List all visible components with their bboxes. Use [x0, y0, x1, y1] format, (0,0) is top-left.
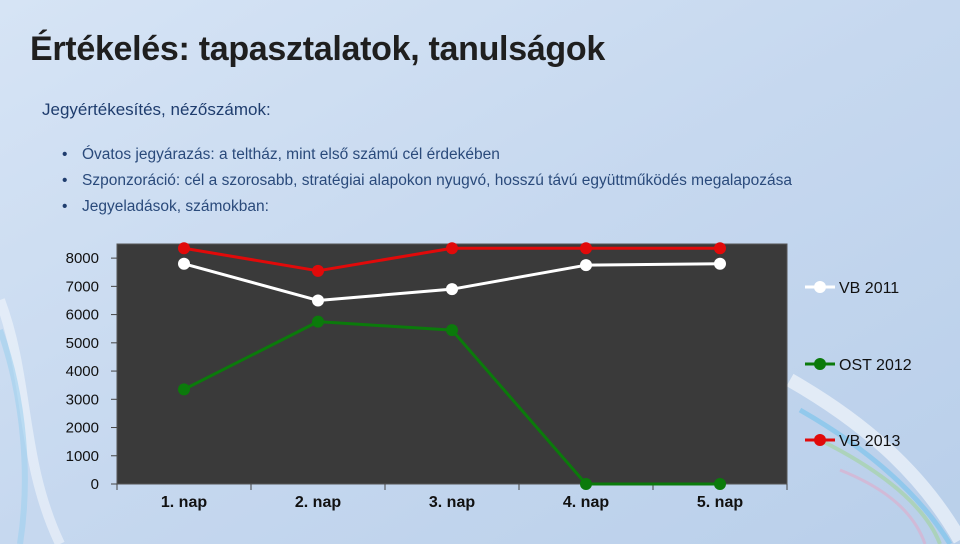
data-point: [714, 478, 726, 490]
bullet-pricing: Óvatos jegyárazás: a teltház, mint első …: [62, 142, 792, 168]
data-point: [714, 242, 726, 255]
x-tick-label: 2. nap: [295, 494, 341, 511]
y-tick-label: 4000: [66, 363, 99, 380]
slide-subtitle: Jegyértékesítés, nézőszámok:: [42, 100, 271, 119]
legend-marker: [814, 281, 826, 293]
data-point: [580, 259, 592, 272]
data-point: [446, 242, 458, 255]
legend-label: VB 2013: [839, 433, 900, 450]
y-tick-label: 6000: [66, 307, 99, 324]
data-point: [714, 257, 726, 270]
x-tick-label: 5. nap: [697, 494, 743, 511]
bullet-ticket-sales: Jegyeladások, számokban:: [62, 194, 792, 220]
y-tick-label: 1000: [66, 448, 99, 465]
legend-label: OST 2012: [839, 357, 912, 374]
slide-title: Értékelés: tapasztalatok, tanulságok: [30, 30, 605, 68]
data-point: [178, 242, 190, 255]
x-tick-label: 4. nap: [563, 494, 609, 511]
legend-marker: [814, 358, 826, 370]
y-tick-label: 5000: [66, 335, 99, 352]
bullet-list: Óvatos jegyárazás: a teltház, mint első …: [62, 142, 792, 220]
y-tick-label: 7000: [66, 278, 99, 295]
data-point: [446, 324, 458, 337]
bullet-sponsorship: Szponzoráció: cél a szorosabb, stratégia…: [62, 168, 792, 194]
plot-area: [116, 243, 788, 485]
data-point: [312, 264, 324, 277]
legend-label: VB 2011: [839, 280, 899, 297]
data-point: [178, 257, 190, 270]
x-tick-label: 1. nap: [161, 494, 207, 511]
y-tick-label: 8000: [66, 250, 99, 267]
data-point: [178, 383, 190, 396]
y-tick-label: 0: [91, 476, 99, 493]
x-tick-label: 3. nap: [429, 494, 475, 511]
y-tick-label: 2000: [66, 420, 99, 437]
y-tick-label: 3000: [66, 391, 99, 408]
data-point: [580, 242, 592, 255]
legend-marker: [814, 434, 826, 446]
data-point: [446, 283, 458, 296]
data-point: [580, 478, 592, 490]
data-point: [312, 315, 324, 328]
data-point: [312, 294, 324, 307]
